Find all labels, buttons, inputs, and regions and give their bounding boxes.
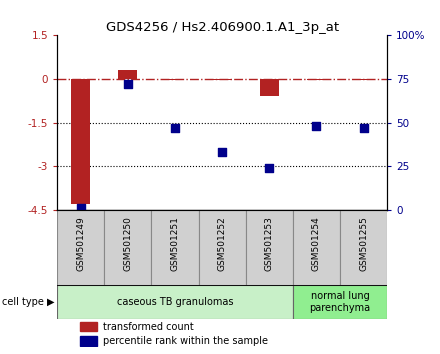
Bar <box>104 210 151 285</box>
Bar <box>293 285 387 319</box>
Bar <box>198 210 246 285</box>
Bar <box>260 79 279 96</box>
Text: percentile rank within the sample: percentile rank within the sample <box>103 336 268 346</box>
Bar <box>165 79 184 80</box>
Text: GSM501253: GSM501253 <box>265 216 274 271</box>
Text: caseous TB granulomas: caseous TB granulomas <box>117 297 233 307</box>
Point <box>172 125 179 131</box>
Text: cell type ▶: cell type ▶ <box>2 297 55 307</box>
Bar <box>213 79 231 80</box>
Bar <box>57 210 104 285</box>
Text: transformed count: transformed count <box>103 322 194 332</box>
Text: GSM501252: GSM501252 <box>218 216 227 270</box>
Text: GSM501249: GSM501249 <box>76 216 85 270</box>
Bar <box>118 70 137 79</box>
Bar <box>246 210 293 285</box>
Bar <box>81 322 97 331</box>
Bar <box>81 336 97 346</box>
Bar <box>151 210 198 285</box>
Bar <box>57 285 293 319</box>
Text: GSM501251: GSM501251 <box>171 216 180 271</box>
Title: GDS4256 / Hs2.406900.1.A1_3p_at: GDS4256 / Hs2.406900.1.A1_3p_at <box>106 21 339 34</box>
Text: GSM501255: GSM501255 <box>359 216 368 271</box>
Point <box>219 149 226 155</box>
Point <box>77 205 84 211</box>
Text: GSM501250: GSM501250 <box>123 216 132 271</box>
Bar <box>71 79 90 204</box>
Point <box>266 165 273 171</box>
Point <box>125 81 132 87</box>
Bar <box>307 79 326 80</box>
Text: GSM501254: GSM501254 <box>312 216 321 270</box>
Bar <box>293 210 340 285</box>
Point <box>313 123 320 129</box>
Bar <box>354 79 373 80</box>
Point <box>360 125 367 131</box>
Text: normal lung
parenchyma: normal lung parenchyma <box>309 291 370 313</box>
Bar <box>340 210 387 285</box>
